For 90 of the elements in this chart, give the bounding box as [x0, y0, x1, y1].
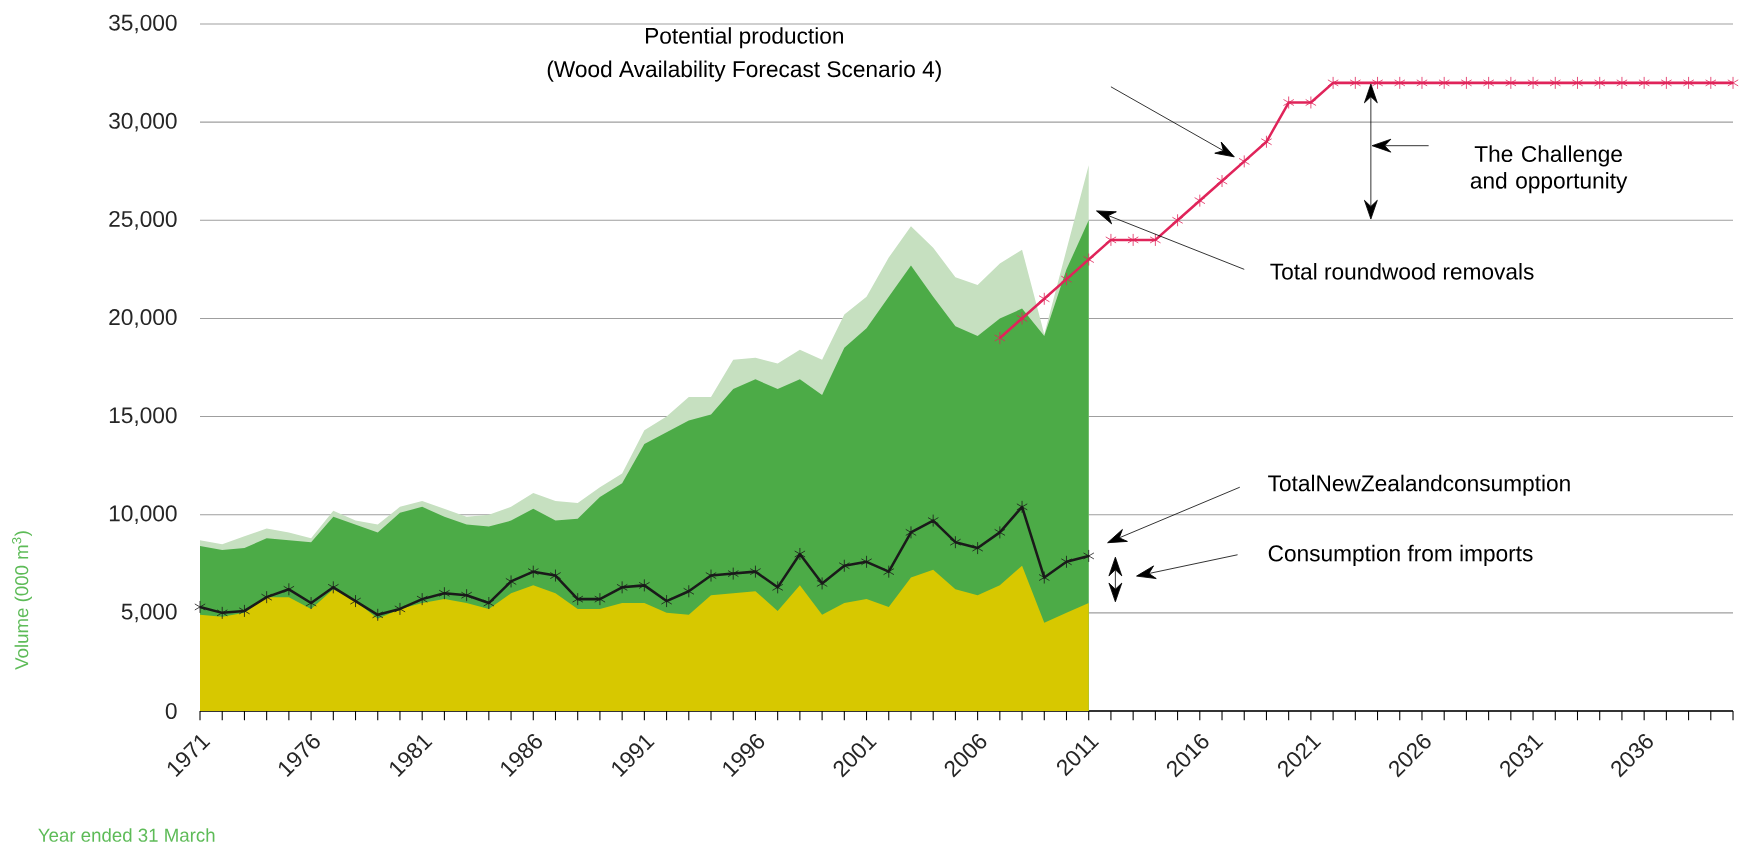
point [616, 580, 628, 594]
point [1149, 233, 1161, 247]
point [372, 608, 384, 622]
point [194, 600, 206, 614]
point [705, 569, 717, 582]
point [1594, 76, 1606, 90]
point [1394, 76, 1406, 90]
point [1660, 76, 1672, 90]
point [727, 567, 739, 580]
point [261, 590, 273, 604]
point [927, 514, 939, 527]
point [816, 577, 828, 590]
point [749, 565, 762, 579]
point [416, 592, 428, 606]
point [994, 525, 1006, 539]
point [238, 604, 251, 618]
point [860, 555, 873, 569]
point [1260, 135, 1273, 149]
y-tick-label: 0 [165, 702, 177, 720]
annotation: Consumption from imports [1268, 544, 1533, 566]
y-tick-label: 25,000 [109, 210, 177, 230]
x-axis-title: Year ended 31 March [38, 828, 215, 842]
point [594, 592, 606, 606]
point [1038, 571, 1050, 584]
point [1105, 233, 1117, 247]
point [283, 582, 295, 596]
point [1171, 213, 1184, 227]
point [638, 578, 650, 592]
point [1349, 76, 1361, 90]
point [1283, 96, 1295, 109]
y-tick-label: 20,000 [109, 309, 177, 328]
y-tick-label: 10,000 [109, 505, 177, 525]
point [1216, 174, 1228, 188]
point [1194, 194, 1206, 208]
point [1682, 76, 1695, 90]
point [572, 592, 584, 606]
point [461, 588, 473, 602]
annotation: The Challenge and opportunity [1470, 145, 1628, 194]
point [216, 606, 228, 620]
point [1505, 76, 1517, 90]
point [949, 535, 961, 549]
point [483, 596, 495, 610]
point [1705, 76, 1717, 90]
y-axis-title: Volume (000 m$^{3}$) [12, 531, 32, 670]
point [1083, 549, 1095, 563]
point [683, 584, 695, 598]
point [883, 565, 895, 579]
point [1238, 154, 1250, 168]
y-tick-label: 5,000 [121, 603, 177, 623]
point [1060, 555, 1073, 569]
point [1083, 253, 1095, 266]
y-tick-label: 15,000 [109, 407, 177, 426]
point [327, 580, 339, 594]
point [1016, 312, 1028, 325]
y-tick-label: 30,000 [109, 112, 177, 132]
point [1438, 76, 1450, 90]
point [1571, 76, 1584, 90]
point [527, 565, 539, 579]
point [1616, 76, 1628, 90]
point [505, 575, 517, 588]
point [1060, 272, 1073, 286]
point [660, 594, 673, 608]
point [305, 596, 317, 610]
point [1727, 76, 1739, 90]
point [438, 586, 450, 600]
annotation: Potential production [646, 27, 843, 49]
annotation: TotalNewZealandconsumption [1268, 474, 1570, 496]
point [1038, 292, 1050, 306]
point [972, 541, 984, 555]
point [794, 547, 806, 561]
point [905, 525, 917, 539]
point [1371, 76, 1384, 90]
point [1127, 233, 1139, 247]
point [1327, 76, 1339, 90]
annotation: (Wood Availability Forecast Scenario 4) [547, 60, 941, 82]
point [1549, 76, 1561, 90]
point [549, 569, 562, 582]
point [1527, 76, 1539, 90]
point [838, 559, 850, 573]
point [1305, 96, 1317, 109]
point [772, 580, 784, 594]
point [1460, 76, 1473, 90]
annotation: Total roundwood removals [1270, 263, 1534, 280]
point [1416, 76, 1428, 90]
point [994, 331, 1006, 345]
point [1638, 76, 1650, 90]
y-tick-label: 35,000 [109, 14, 177, 34]
point [394, 602, 406, 616]
point [1016, 500, 1028, 514]
point [1483, 76, 1495, 90]
